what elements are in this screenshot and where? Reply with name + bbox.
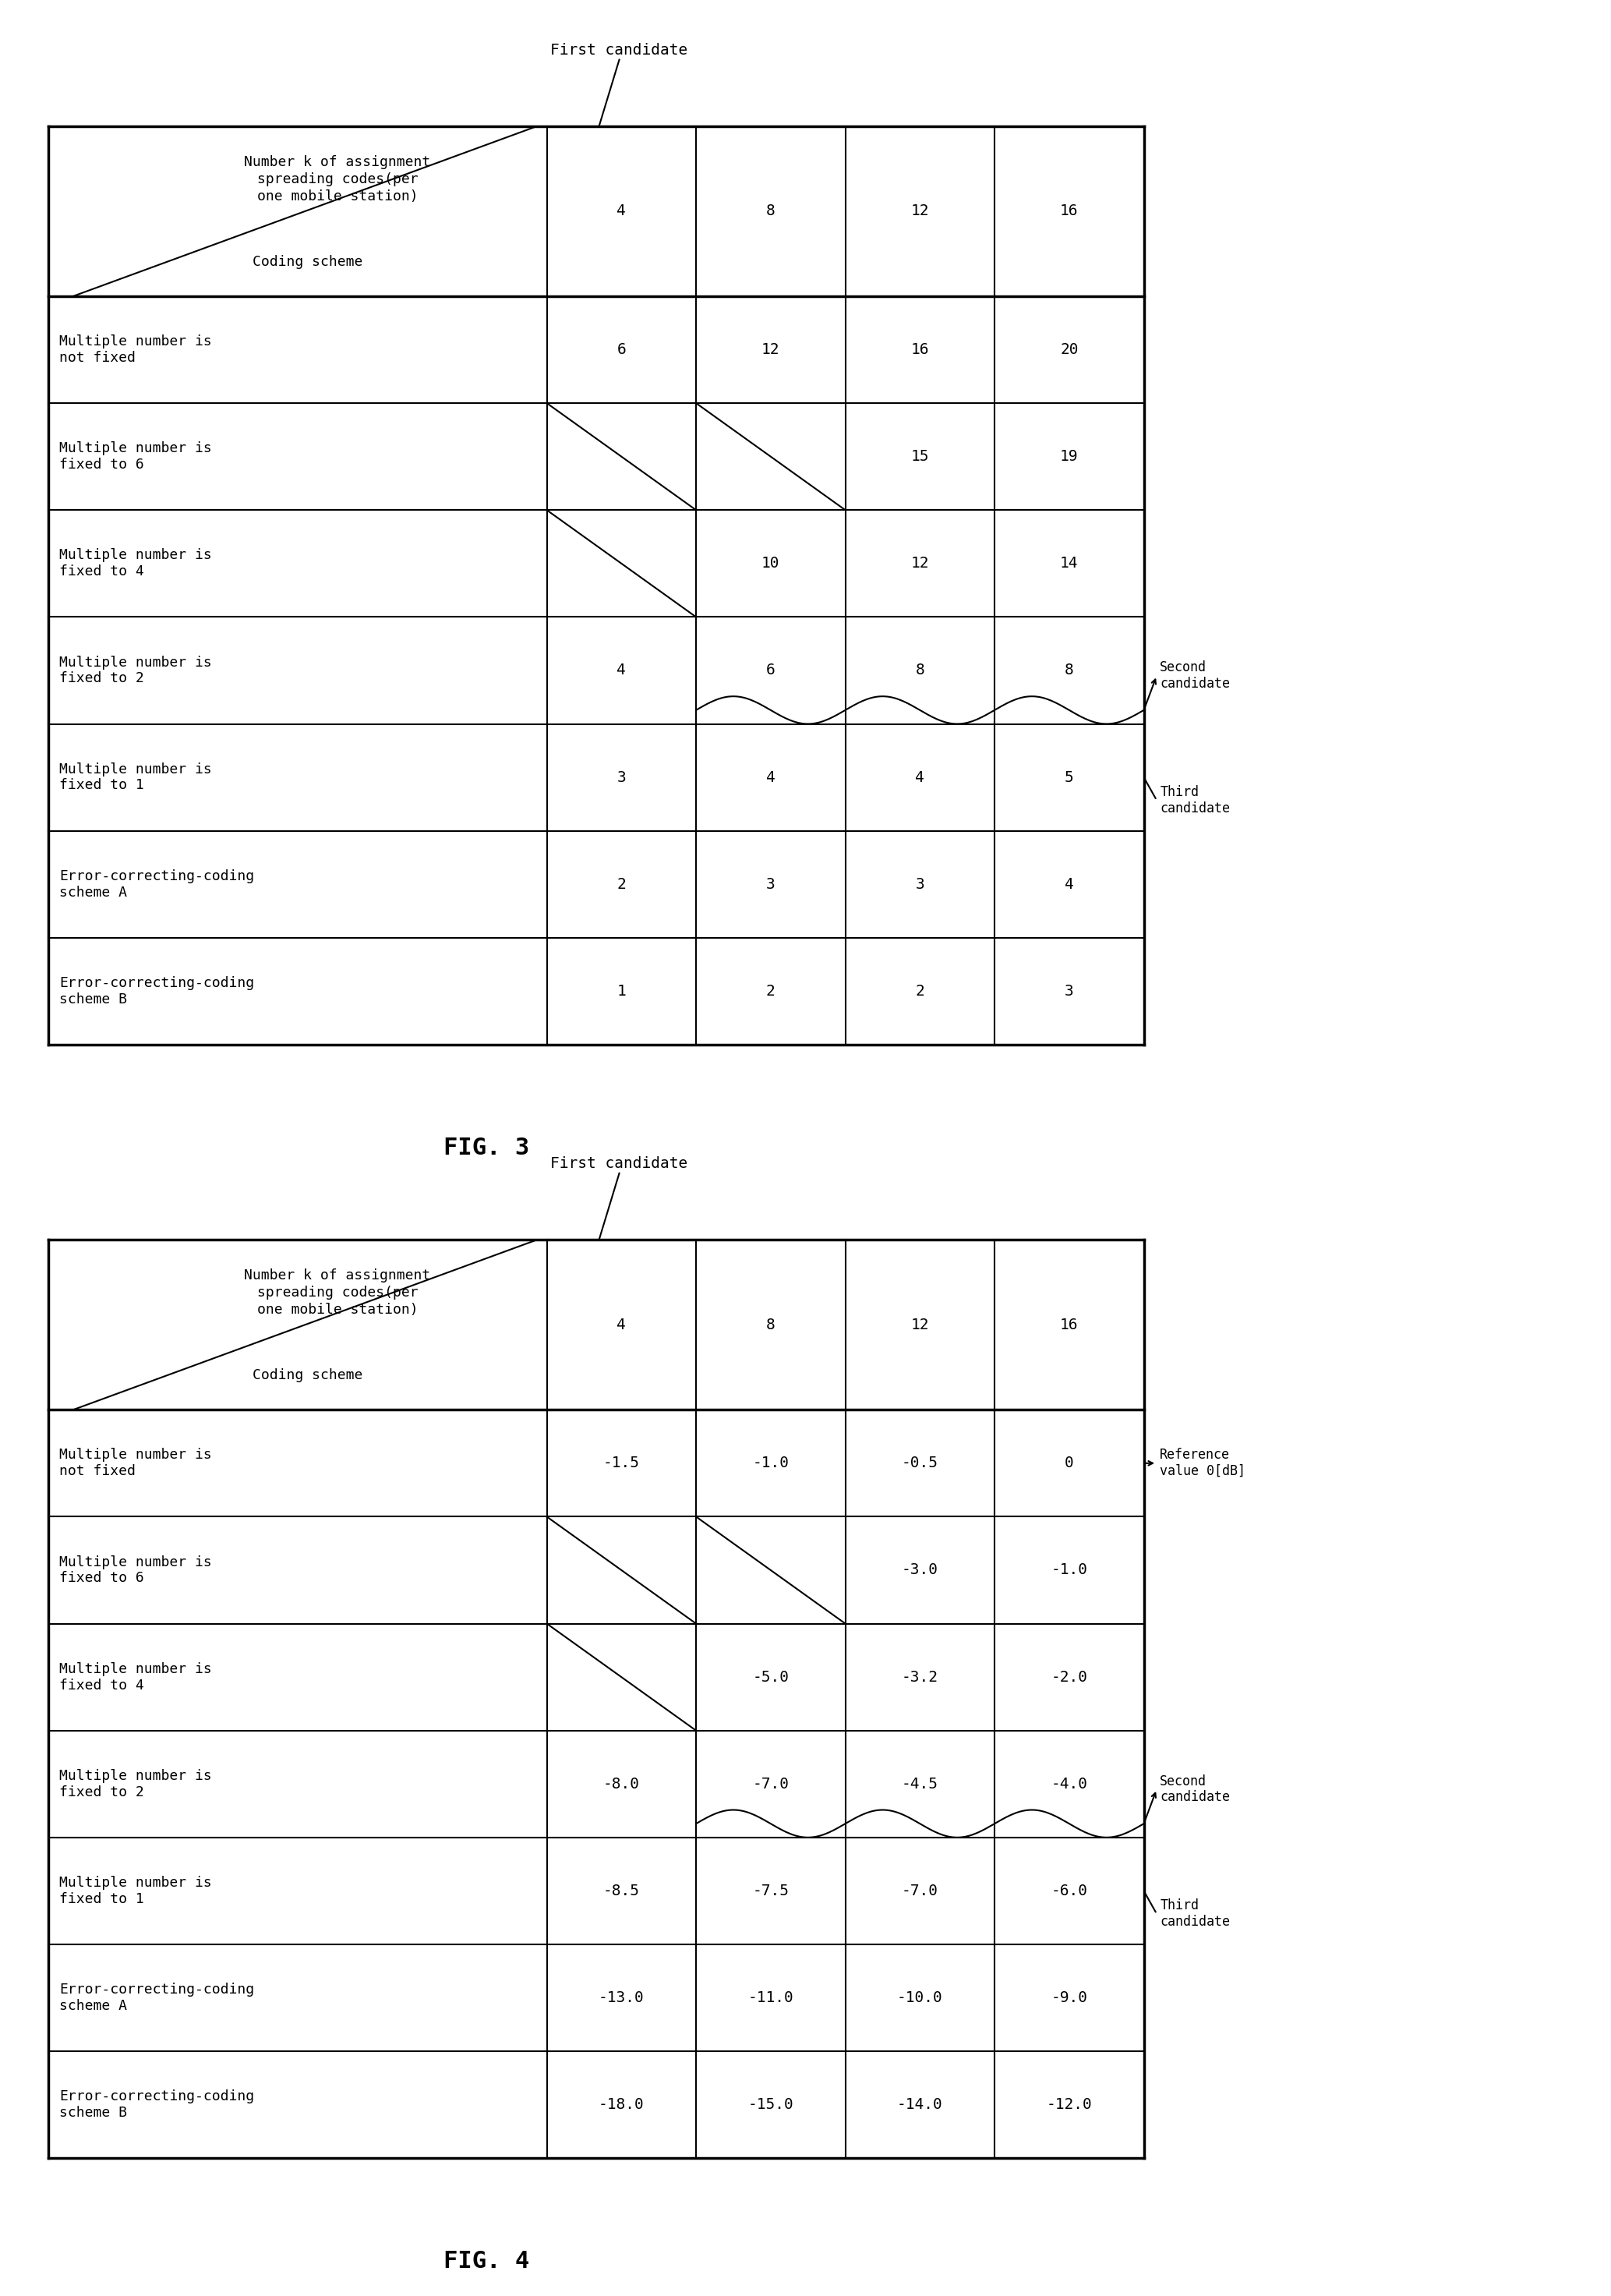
Text: 1: 1 (617, 983, 627, 999)
Text: -5.0: -5.0 (752, 1669, 789, 1685)
Text: 10: 10 (762, 556, 780, 572)
Text: Second
candidate: Second candidate (1160, 1775, 1231, 1805)
Text: Multiple number is
fixed to 1: Multiple number is fixed to 1 (60, 762, 213, 792)
Text: 5: 5 (1065, 769, 1075, 785)
Text: 14: 14 (1060, 556, 1078, 572)
Text: 2: 2 (915, 983, 925, 999)
Text: Multiple number is
fixed to 6: Multiple number is fixed to 6 (60, 441, 213, 471)
Text: -10.0: -10.0 (897, 1991, 942, 2004)
Text: FIG. 3: FIG. 3 (443, 1137, 530, 1159)
Text: 3: 3 (617, 769, 627, 785)
Text: 8: 8 (767, 1318, 775, 1332)
Text: Multiple number is
not fixed: Multiple number is not fixed (60, 335, 213, 365)
Text: Number k of assignment
spreading codes(per
one mobile station): Number k of assignment spreading codes(p… (245, 1267, 430, 1318)
Text: 6: 6 (617, 342, 627, 358)
Text: -3.0: -3.0 (902, 1564, 938, 1577)
Text: Error-correcting-coding
scheme B: Error-correcting-coding scheme B (60, 976, 255, 1006)
Text: -6.0: -6.0 (1050, 1883, 1087, 1899)
Text: 3: 3 (1065, 983, 1075, 999)
Text: 15: 15 (910, 450, 930, 464)
Text: 3: 3 (767, 877, 775, 891)
Text: 4: 4 (915, 769, 925, 785)
Text: -7.0: -7.0 (902, 1883, 938, 1899)
Text: -7.0: -7.0 (752, 1777, 789, 1791)
Text: 20: 20 (1060, 342, 1078, 358)
Text: Reference
value 0[dB]: Reference value 0[dB] (1160, 1449, 1245, 1479)
Text: 8: 8 (1065, 664, 1075, 677)
Text: Third
candidate: Third candidate (1160, 785, 1231, 815)
Text: -7.5: -7.5 (752, 1883, 789, 1899)
Text: Error-correcting-coding
scheme A: Error-correcting-coding scheme A (60, 1984, 255, 2014)
Text: -4.5: -4.5 (902, 1777, 938, 1791)
Text: 16: 16 (1060, 1318, 1078, 1332)
Text: Multiple number is
fixed to 4: Multiple number is fixed to 4 (60, 549, 213, 579)
Text: 4: 4 (617, 1318, 627, 1332)
Text: -0.5: -0.5 (902, 1456, 938, 1472)
Text: 4: 4 (617, 204, 627, 218)
Text: Multiple number is
fixed to 4: Multiple number is fixed to 4 (60, 1662, 213, 1692)
Text: Multiple number is
fixed to 2: Multiple number is fixed to 2 (60, 1768, 213, 1800)
Text: -1.0: -1.0 (1050, 1564, 1087, 1577)
Text: Error-correcting-coding
scheme B: Error-correcting-coding scheme B (60, 2089, 255, 2119)
Text: 0: 0 (1065, 1456, 1075, 1472)
Text: -9.0: -9.0 (1050, 1991, 1087, 2004)
Text: -4.0: -4.0 (1050, 1777, 1087, 1791)
Text: Coding scheme: Coding scheme (253, 255, 362, 269)
Text: 4: 4 (617, 664, 627, 677)
Text: 16: 16 (1060, 204, 1078, 218)
Text: -2.0: -2.0 (1050, 1669, 1087, 1685)
Text: 12: 12 (910, 204, 930, 218)
Text: Error-correcting-coding
scheme A: Error-correcting-coding scheme A (60, 870, 255, 900)
Text: 3: 3 (915, 877, 925, 891)
Text: 8: 8 (767, 204, 775, 218)
Text: -11.0: -11.0 (748, 1991, 794, 2004)
Text: -13.0: -13.0 (599, 1991, 644, 2004)
Text: 19: 19 (1060, 450, 1078, 464)
Text: -1.0: -1.0 (752, 1456, 789, 1472)
Text: Second
candidate: Second candidate (1160, 661, 1231, 691)
Text: 6: 6 (767, 664, 775, 677)
Text: -18.0: -18.0 (599, 2096, 644, 2112)
Text: -8.0: -8.0 (603, 1777, 640, 1791)
Text: Multiple number is
fixed to 2: Multiple number is fixed to 2 (60, 654, 213, 687)
Text: 12: 12 (910, 556, 930, 572)
Text: 4: 4 (1065, 877, 1075, 891)
Text: 2: 2 (617, 877, 627, 891)
Text: 12: 12 (910, 1318, 930, 1332)
Text: Multiple number is
not fixed: Multiple number is not fixed (60, 1449, 213, 1479)
Text: Number k of assignment
spreading codes(per
one mobile station): Number k of assignment spreading codes(p… (245, 154, 430, 204)
Text: Third
candidate: Third candidate (1160, 1899, 1231, 1929)
Text: FIG. 4: FIG. 4 (443, 2250, 530, 2273)
Text: -3.2: -3.2 (902, 1669, 938, 1685)
Text: -14.0: -14.0 (897, 2096, 942, 2112)
Text: Coding scheme: Coding scheme (253, 1368, 362, 1382)
Text: -8.5: -8.5 (603, 1883, 640, 1899)
Text: First candidate: First candidate (551, 1157, 688, 1171)
Text: -15.0: -15.0 (748, 2096, 794, 2112)
Text: 4: 4 (767, 769, 775, 785)
Text: 2: 2 (767, 983, 775, 999)
Text: -12.0: -12.0 (1046, 2096, 1092, 2112)
Text: Multiple number is
fixed to 1: Multiple number is fixed to 1 (60, 1876, 213, 1906)
Text: Multiple number is
fixed to 6: Multiple number is fixed to 6 (60, 1554, 213, 1584)
Text: First candidate: First candidate (551, 44, 688, 57)
Text: -1.5: -1.5 (603, 1456, 640, 1472)
Text: 16: 16 (910, 342, 930, 358)
Text: 8: 8 (915, 664, 925, 677)
Text: 12: 12 (762, 342, 780, 358)
